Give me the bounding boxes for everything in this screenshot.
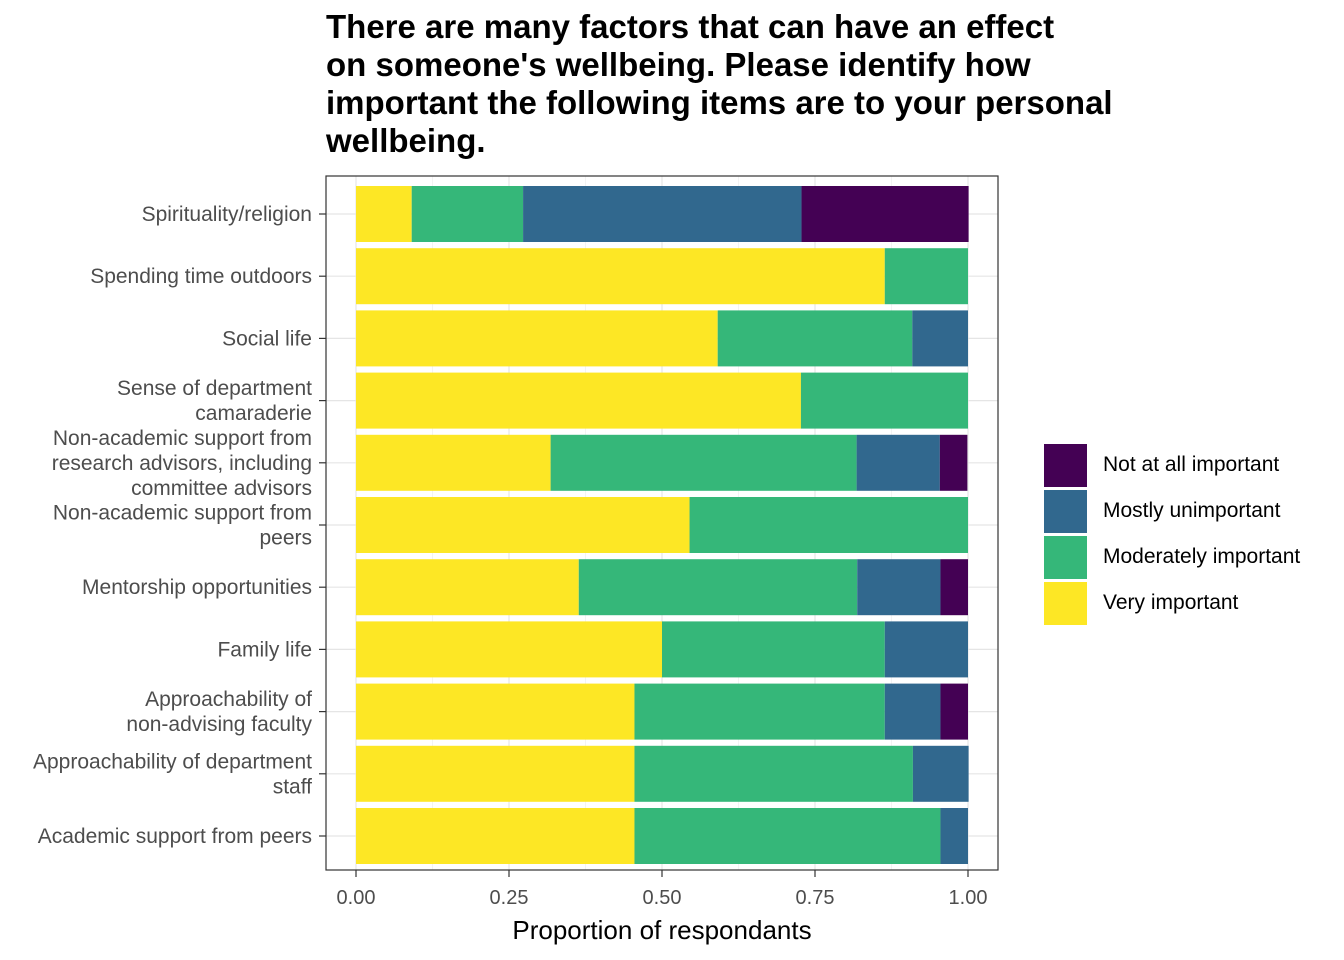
bar-segment-very-important — [356, 683, 635, 740]
bar-segment-very-important — [356, 808, 635, 864]
legend-label: Very important — [1103, 591, 1239, 614]
y-tick-label-line: Approachability of department — [33, 750, 312, 773]
bar-segment-moderately-important — [689, 497, 968, 553]
bar-segment-mostly-unimportant — [940, 808, 968, 864]
legend-swatch — [1044, 535, 1087, 579]
legend-swatch — [1044, 581, 1087, 625]
y-tick-label: Family life — [217, 638, 312, 661]
bar-segment-moderately-important — [717, 310, 913, 367]
bar-segment-very-important — [356, 248, 885, 305]
bar-segment-mostly-unimportant — [856, 434, 940, 491]
y-axis: Spirituality/religion Spending time outdo… — [33, 203, 326, 848]
stacked-bar-chart: Spirituality/religion Spending time outdo… — [33, 175, 999, 945]
legend-label: Moderately important — [1103, 545, 1301, 568]
y-tick-label-line: staff — [273, 775, 312, 798]
x-tick-label: 0.75 — [796, 887, 835, 909]
bar-segment-mostly-unimportant — [912, 310, 968, 367]
y-tick-label-line: Non-academic support from — [53, 427, 312, 450]
legend-label: Not at all important — [1103, 453, 1280, 476]
y-tick-label-line: Academic support from peers — [38, 825, 312, 848]
legend-label: Mostly unimportant — [1103, 499, 1281, 522]
bar-segment-not-at-all-important — [801, 186, 969, 242]
bar-segment-moderately-important — [634, 808, 941, 864]
y-tick-label: Spending time outdoors — [90, 265, 312, 288]
y-tick-label-line: Mentorship opportunities — [82, 576, 312, 599]
y-tick-label-line: Spirituality/religion — [142, 203, 312, 226]
legend-item: Moderately important — [1044, 534, 1300, 580]
bar-segment-very-important — [356, 434, 551, 491]
bar-segment-mostly-unimportant — [884, 621, 968, 678]
bar-segment-moderately-important — [578, 559, 858, 616]
chart-title-line: important the following items are to you… — [326, 84, 1113, 121]
bar-segment-not-at-all-important — [940, 683, 968, 740]
y-tick-label-line: camaraderie — [195, 402, 312, 425]
x-tick-label: 0.00 — [337, 887, 376, 909]
y-tick-label-line: Non-academic support from — [53, 502, 312, 525]
bar-segment-mostly-unimportant — [912, 745, 969, 802]
bar-segment-very-important — [356, 745, 635, 802]
chart-title: There are many factors that can have an … — [326, 8, 1226, 160]
bar-segment-moderately-important — [884, 248, 968, 305]
y-tick-label-line: non-advising faculty — [126, 713, 312, 736]
chart-title-line: There are many factors that can have an … — [326, 8, 1055, 45]
chart-title-line: wellbeing. — [326, 122, 486, 159]
x-tick-label: 1.00 — [949, 887, 988, 909]
legend: Not at all important Mostly unimportant Mo… — [1044, 442, 1300, 626]
bar-segment-very-important — [356, 372, 801, 429]
y-tick-label: Social life — [222, 327, 312, 350]
bar-segment-very-important — [356, 559, 579, 616]
bar-segment-very-important — [356, 186, 412, 242]
y-tick-label: Approachability of non-advising faculty — [126, 688, 312, 736]
chart-title-line: on someone's wellbeing. Please identify … — [326, 46, 1031, 83]
legend-item: Not at all important — [1044, 442, 1300, 488]
bar-segment-very-important — [356, 497, 690, 553]
bar-segment-very-important — [356, 621, 662, 678]
y-tick-label: Approachability of department staff — [33, 750, 312, 798]
y-tick-label: Mentorship opportunities — [82, 576, 312, 599]
legend-item: Mostly unimportant — [1044, 488, 1300, 534]
bar-segment-mostly-unimportant — [884, 683, 941, 740]
legend-swatch — [1044, 489, 1087, 533]
legend-swatch — [1044, 443, 1087, 487]
y-tick-label-line: Approachability of — [145, 688, 312, 711]
bar-segment-very-important — [356, 310, 718, 367]
y-tick-label-line: Social life — [222, 327, 312, 350]
bar-segment-mostly-unimportant — [523, 186, 802, 242]
bars — [356, 186, 969, 864]
y-tick-label-line: Sense of department — [117, 377, 312, 400]
bar-segment-moderately-important — [634, 745, 913, 802]
bar-segment-moderately-important — [800, 372, 968, 429]
y-tick-label: Sense of department camaraderie — [117, 377, 312, 425]
y-tick-label: Spirituality/religion — [142, 203, 312, 226]
bar-segment-not-at-all-important — [939, 434, 968, 491]
y-tick-label-line: Spending time outdoors — [90, 265, 312, 288]
bar-segment-moderately-important — [411, 186, 524, 242]
bar-segment-not-at-all-important — [940, 559, 968, 616]
bar-segment-moderately-important — [662, 621, 885, 678]
bar-segment-mostly-unimportant — [857, 559, 941, 616]
x-tick-label: 0.50 — [643, 887, 682, 909]
y-tick-label-line: research advisors, including — [52, 452, 312, 475]
x-axis-label: Proportion of respondants — [512, 915, 811, 945]
bar-segment-moderately-important — [550, 434, 857, 491]
y-tick-label: Non-academic support from research adviso… — [52, 427, 312, 500]
bar-segment-moderately-important — [634, 683, 885, 740]
y-tick-label-line: Family life — [217, 638, 312, 661]
y-tick-label: Non-academic support from peers — [53, 502, 312, 550]
legend-item: Very important — [1044, 580, 1300, 626]
y-tick-label-line: peers — [259, 527, 312, 550]
y-tick-label-line: committee advisors — [131, 477, 312, 500]
y-tick-label: Academic support from peers — [38, 825, 312, 848]
x-axis: 0.00 0.25 0.50 0.75 1.00 — [337, 870, 988, 909]
x-tick-label: 0.25 — [490, 887, 529, 909]
